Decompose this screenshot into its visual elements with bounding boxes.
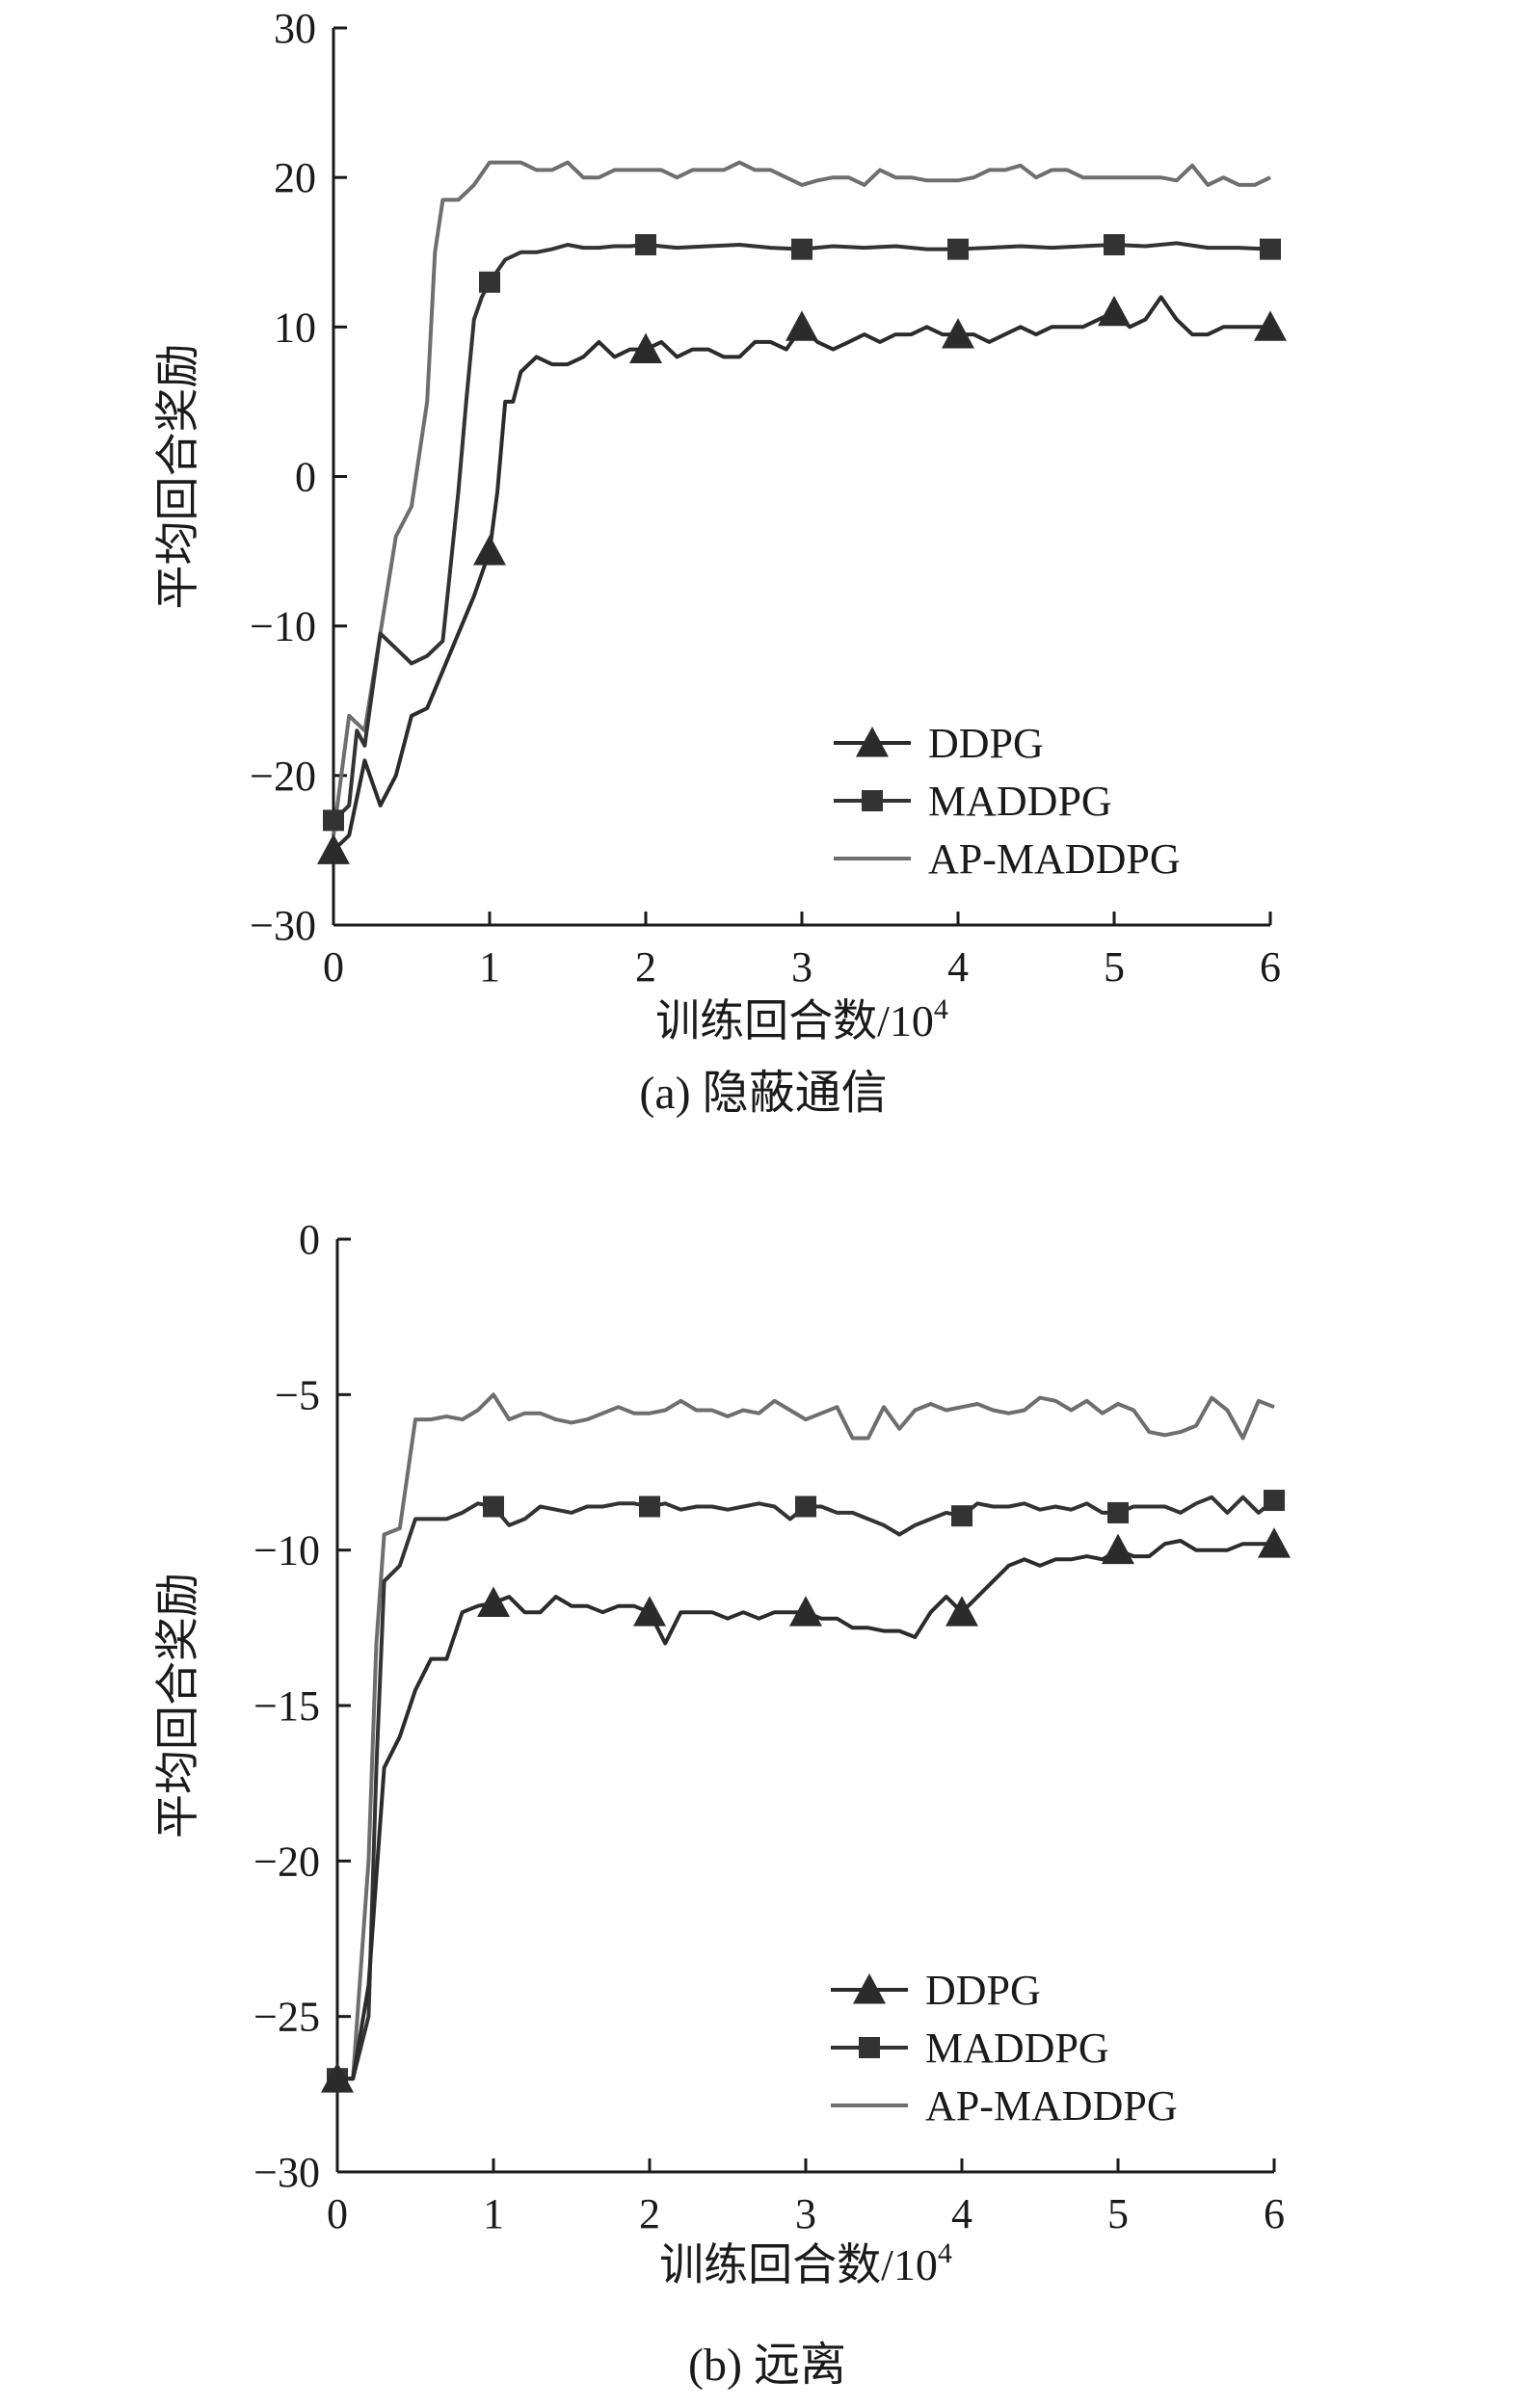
series-ap-maddpg [337,1392,1275,2081]
x-axis-label-exponent: 4 [938,2237,952,2269]
x-tick-label: 6 [1260,943,1281,991]
y-tick-label: −10 [253,1527,320,1574]
x-tick-label: 1 [483,2190,504,2237]
chart-b: −30 −25 −20 −15 −10 −5 0 0 1 2 3 4 5 6 训练回合数/104 平均回合奖励… [153,1216,1291,2391]
series-line-ap-maddpg [337,1392,1275,2081]
data-point-ddpg [321,2062,354,2093]
data-point-ddpg [317,834,350,864]
x-tick-label: 5 [1104,943,1125,991]
x-tick-label: 2 [635,943,656,991]
series-line-maddpg [337,1495,1276,2081]
data-point-ddpg [629,332,662,364]
y-tick-label: −30 [250,902,316,949]
legend-item-ap-maddpg: AP-MADDPG [831,2082,1178,2130]
legend: DDPG MADDPG AP-MADDPG [831,1967,1178,2130]
series-line-ap-maddpg [332,160,1271,836]
y-axis-label: 平均回合奖励 [153,344,202,610]
legend-marker [853,1973,886,2004]
legend-label: DDPG [928,720,1044,767]
series-line-maddpg [332,241,1271,822]
y-tick-label: 20 [274,154,316,201]
data-point-ddpg [942,318,974,349]
series-maddpg [323,233,1281,832]
x-tick-label: 3 [795,2190,816,2237]
chart-caption: (b) 远离 [688,2340,846,2391]
x-tick-label: 6 [1264,2190,1285,2237]
legend-item-ddpg: DDPG [834,720,1044,767]
series-maddpg [327,1490,1285,2090]
series-ddpg [321,1527,1291,2093]
data-point-maddpg [635,233,656,255]
data-point-maddpg [1104,233,1125,255]
y-tick-label: −25 [253,1994,320,2041]
x-tick-label: 4 [951,2190,972,2237]
legend-label: AP-MADDPG [928,835,1181,883]
y-axis-label: 平均回合奖励 [153,1573,202,1839]
data-point-ddpg [473,535,506,566]
y-tick-label: −15 [253,1682,320,1730]
data-point-maddpg [795,1495,816,1518]
legend-item-ddpg: DDPG [831,1967,1041,2014]
data-point-ddpg [633,1596,666,1627]
x-axis-label-exponent: 4 [934,993,948,1025]
chart-caption: (a) 隐蔽通信 [639,1068,887,1119]
y-tick-label: 0 [295,454,316,501]
y-tick-label: −30 [253,2149,320,2196]
y-tick-label: −20 [253,1838,320,1885]
x-tick-label: 0 [327,2190,348,2237]
chart-a: −30 −20 −10 0 10 20 30 0 1 2 3 4 5 6 训练回合数/104 平均回合奖励 (a… [153,5,1287,1119]
y-tick-label: 0 [299,1216,320,1263]
x-tick-label: 2 [639,2190,660,2237]
legend-label: DDPG [925,1967,1041,2014]
data-point-ddpg [1098,295,1131,327]
data-point-maddpg [1260,238,1281,260]
x-tick-label: 4 [947,943,969,991]
data-point-maddpg [639,1495,660,1518]
data-point-maddpg [791,238,812,260]
x-axis-label: 训练回合数/104 [655,993,948,1045]
legend-item-maddpg: MADDPG [834,778,1112,825]
data-point-ddpg [786,310,818,341]
y-tick-label: 10 [274,304,316,351]
data-point-maddpg [1264,1490,1285,1512]
x-axis-label: 训练回合数/104 [659,2237,952,2289]
legend-label: MADDPG [928,778,1112,825]
data-point-maddpg [947,238,969,260]
series-line-ddpg [332,295,1270,852]
data-point-ddpg [789,1596,822,1627]
data-point-maddpg [323,809,344,832]
legend-label: AP-MADDPG [925,2082,1178,2130]
x-tick-label: 3 [791,943,812,991]
legend-marker [856,727,889,757]
x-tick-label: 1 [479,943,500,991]
legend-marker [859,2037,880,2058]
legend-marker [862,790,883,811]
x-tick-label: 5 [1107,2190,1129,2237]
data-point-ddpg [1254,310,1287,341]
data-point-maddpg [483,1495,504,1518]
y-tick-label: −5 [275,1371,320,1418]
y-tick-label: 30 [274,5,316,52]
x-tick-label: 0 [323,943,344,991]
y-tick-label: −10 [250,603,316,650]
data-point-ddpg [1102,1533,1134,1565]
legend: DDPG MADDPG AP-MADDPG [834,720,1181,883]
data-point-ddpg [1258,1527,1291,1558]
data-point-maddpg [951,1505,972,1527]
data-point-maddpg [1107,1501,1129,1523]
legend-label: MADDPG [925,2024,1109,2072]
series-ap-maddpg [332,160,1271,836]
legend-item-ap-maddpg: AP-MADDPG [834,835,1181,883]
y-tick-label: −20 [250,753,316,800]
series-ddpg [317,295,1287,864]
data-point-ddpg [945,1596,978,1627]
data-point-maddpg [479,271,500,293]
legend-item-maddpg: MADDPG [831,2024,1109,2072]
data-point-ddpg [477,1586,510,1617]
